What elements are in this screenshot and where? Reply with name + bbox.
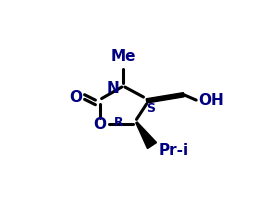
Text: N: N: [106, 81, 119, 96]
Text: Me: Me: [110, 49, 136, 64]
Text: S: S: [146, 102, 155, 115]
Text: R: R: [113, 116, 123, 129]
Text: OH: OH: [198, 93, 223, 108]
Text: Pr-i: Pr-i: [157, 143, 188, 158]
Text: O: O: [93, 117, 106, 132]
Text: O: O: [69, 90, 82, 105]
Polygon shape: [135, 122, 156, 148]
Polygon shape: [146, 93, 183, 103]
